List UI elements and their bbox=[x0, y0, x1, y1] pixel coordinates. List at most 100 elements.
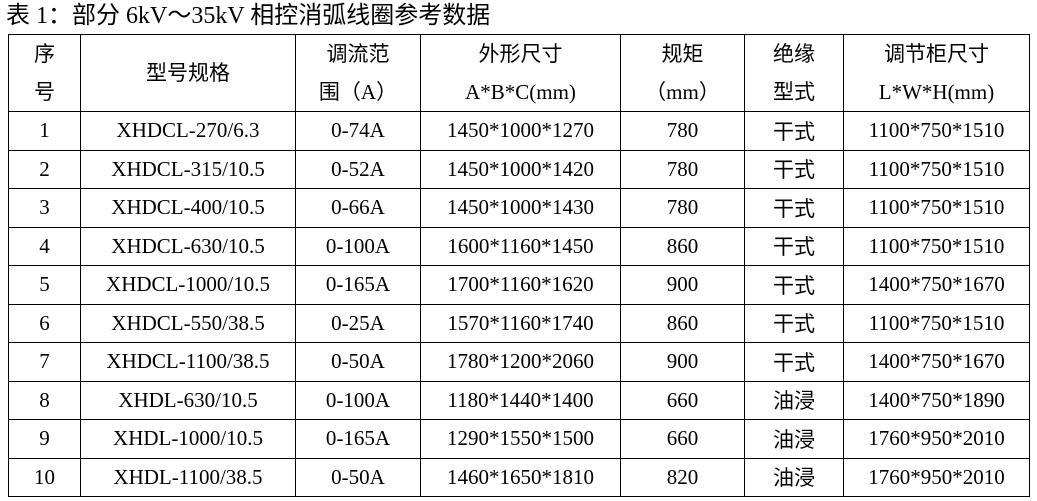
cell-cabinet-size: 1760*950*2010 bbox=[843, 457, 1030, 497]
header-line: 调流范 bbox=[326, 42, 390, 66]
header-dimensions: 外形尺寸 A*B*C(mm) bbox=[420, 34, 621, 112]
cell-gauge: 860 bbox=[620, 226, 745, 266]
table-row: 5 XHDCL-1000/10.5 0-165A 1700*1160*1620 900 干… bbox=[8, 265, 1030, 305]
cell-cabinet-size: 1400*750*1670 bbox=[843, 342, 1030, 382]
cell-cabinet-size: 1100*750*1510 bbox=[843, 111, 1030, 151]
cell-current-range: 0-165A bbox=[295, 265, 421, 305]
header-gauge: 规矩 （mm） bbox=[620, 34, 745, 112]
cell-index: 1 bbox=[8, 111, 81, 151]
cell-gauge: 900 bbox=[620, 342, 745, 382]
cell-dimensions: 1450*1000*1420 bbox=[420, 149, 621, 189]
header-line: （mm） bbox=[645, 80, 720, 104]
cell-index: 8 bbox=[8, 380, 81, 420]
cell-model: XHDL-1100/38.5 bbox=[80, 457, 296, 497]
cell-dimensions: 1290*1550*1500 bbox=[420, 419, 621, 459]
cell-model: XHDCL-550/38.5 bbox=[80, 303, 296, 343]
cell-gauge: 780 bbox=[620, 111, 745, 151]
table-row: 8 XHDL-630/10.5 0-100A 1180*1440*1400 660 油浸 1… bbox=[8, 380, 1030, 420]
cell-cabinet-size: 1760*950*2010 bbox=[843, 419, 1030, 459]
cell-model: XHDCL-400/10.5 bbox=[80, 188, 296, 228]
cell-model: XHDCL-1000/10.5 bbox=[80, 265, 296, 305]
header-line: A*B*C(mm) bbox=[465, 80, 576, 104]
cell-current-range: 0-25A bbox=[295, 303, 421, 343]
header-cabinet-size: 调节柜尺寸 L*W*H(mm) bbox=[843, 34, 1030, 112]
header-insulation: 绝缘 型式 bbox=[744, 34, 844, 112]
table-row: 10 XHDL-1100/38.5 0-50A 1460*1650*1810 820 油浸… bbox=[8, 457, 1030, 497]
cell-index: 5 bbox=[8, 265, 81, 305]
cell-current-range: 0-74A bbox=[295, 111, 421, 151]
header-line: L*W*H(mm) bbox=[878, 80, 995, 104]
cell-dimensions: 1780*1200*2060 bbox=[420, 342, 621, 382]
table-row: 6 XHDCL-550/38.5 0-25A 1570*1160*1740 860 干式 1… bbox=[8, 303, 1030, 343]
cell-index: 2 bbox=[8, 149, 81, 189]
cell-cabinet-size: 1400*750*1670 bbox=[843, 265, 1030, 305]
cell-current-range: 0-100A bbox=[295, 380, 421, 420]
header-index: 序号 bbox=[8, 34, 81, 112]
cell-current-range: 0-165A bbox=[295, 419, 421, 459]
table-row: 9 XHDL-1000/10.5 0-165A 1290*1550*1500 660 油浸… bbox=[8, 419, 1030, 459]
cell-insulation: 干式 bbox=[744, 265, 844, 305]
header-line: 绝缘 bbox=[773, 42, 815, 66]
cell-index: 6 bbox=[8, 303, 81, 343]
cell-insulation: 油浸 bbox=[744, 457, 844, 497]
cell-insulation: 油浸 bbox=[744, 419, 844, 459]
cell-model: XHDL-1000/10.5 bbox=[80, 419, 296, 459]
cell-current-range: 0-100A bbox=[295, 226, 421, 266]
cell-dimensions: 1700*1160*1620 bbox=[420, 265, 621, 305]
cell-insulation: 干式 bbox=[744, 226, 844, 266]
table-row: 1 XHDCL-270/6.3 0-74A 1450*1000*1270 780 干式 11… bbox=[8, 111, 1030, 151]
cell-insulation: 油浸 bbox=[744, 380, 844, 420]
header-line: 号 bbox=[34, 80, 55, 104]
data-table: 序号型号规格 调流范 围（A） 外形尺寸 A*B*C(mm) 规矩 （mm） 绝缘 型式 调节柜尺… bbox=[8, 34, 1030, 497]
cell-gauge: 660 bbox=[620, 380, 745, 420]
header-line: 围（A） bbox=[318, 80, 398, 104]
cell-current-range: 0-50A bbox=[295, 457, 421, 497]
cell-gauge: 820 bbox=[620, 457, 745, 497]
header-line: 规矩 bbox=[661, 42, 704, 66]
table-row: 7 XHDCL-1100/38.5 0-50A 1780*1200*2060 900 干式… bbox=[8, 342, 1030, 382]
table-row: 2 XHDCL-315/10.5 0-52A 1450*1000*1420 780 干式 1… bbox=[8, 149, 1030, 189]
cell-insulation: 干式 bbox=[744, 342, 844, 382]
cell-gauge: 860 bbox=[620, 303, 745, 343]
cell-gauge: 780 bbox=[620, 149, 745, 189]
table-row: 3 XHDCL-400/10.5 0-66A 1450*1000*1430 780 干式 1… bbox=[8, 188, 1030, 228]
cell-gauge: 900 bbox=[620, 265, 745, 305]
cell-dimensions: 1180*1440*1400 bbox=[420, 380, 621, 420]
cell-gauge: 780 bbox=[620, 188, 745, 228]
header-line: 调节柜尺寸 bbox=[884, 42, 989, 66]
cell-cabinet-size: 1100*750*1510 bbox=[843, 149, 1030, 189]
cell-cabinet-size: 1100*750*1510 bbox=[843, 188, 1030, 228]
cell-index: 3 bbox=[8, 188, 81, 228]
cell-dimensions: 1450*1000*1270 bbox=[420, 111, 621, 151]
table-row: 4 XHDCL-630/10.5 0-100A 1600*1160*1450 860 干式… bbox=[8, 226, 1030, 266]
table-caption: 表 1：部分 6kV～35kV 相控消弧线圈参考数据 bbox=[6, 3, 491, 29]
header-line: 型号规格 bbox=[146, 61, 230, 85]
cell-index: 4 bbox=[8, 226, 81, 266]
header-line: 序 bbox=[34, 42, 55, 66]
header-row: 序号型号规格 调流范 围（A） 外形尺寸 A*B*C(mm) 规矩 （mm） 绝缘 型式 调节柜尺… bbox=[8, 34, 1030, 112]
cell-index: 7 bbox=[8, 342, 81, 382]
header-model: 型号规格 bbox=[80, 34, 296, 112]
cell-cabinet-size: 1100*750*1510 bbox=[843, 303, 1030, 343]
cell-dimensions: 1570*1160*1740 bbox=[420, 303, 621, 343]
cell-dimensions: 1600*1160*1450 bbox=[420, 226, 621, 266]
cell-insulation: 干式 bbox=[744, 111, 844, 151]
cell-model: XHDCL-630/10.5 bbox=[80, 226, 296, 266]
cell-current-range: 0-52A bbox=[295, 149, 421, 189]
header-line: 型式 bbox=[773, 80, 815, 104]
cell-dimensions: 1450*1000*1430 bbox=[420, 188, 621, 228]
cell-current-range: 0-66A bbox=[295, 188, 421, 228]
header-line: 外形尺寸 bbox=[478, 42, 563, 66]
cell-dimensions: 1460*1650*1810 bbox=[420, 457, 621, 497]
cell-cabinet-size: 1400*750*1890 bbox=[843, 380, 1030, 420]
cell-insulation: 干式 bbox=[744, 149, 844, 189]
cell-gauge: 660 bbox=[620, 419, 745, 459]
cell-model: XHDCL-315/10.5 bbox=[80, 149, 296, 189]
cell-index: 9 bbox=[8, 419, 81, 459]
header-current-range: 调流范围（A） bbox=[295, 34, 421, 112]
cell-current-range: 0-50A bbox=[295, 342, 421, 382]
cell-model: XHDL-630/10.5 bbox=[80, 380, 296, 420]
cell-model: XHDCL-1100/38.5 bbox=[80, 342, 296, 382]
cell-insulation: 干式 bbox=[744, 303, 844, 343]
cell-index: 10 bbox=[8, 457, 81, 497]
